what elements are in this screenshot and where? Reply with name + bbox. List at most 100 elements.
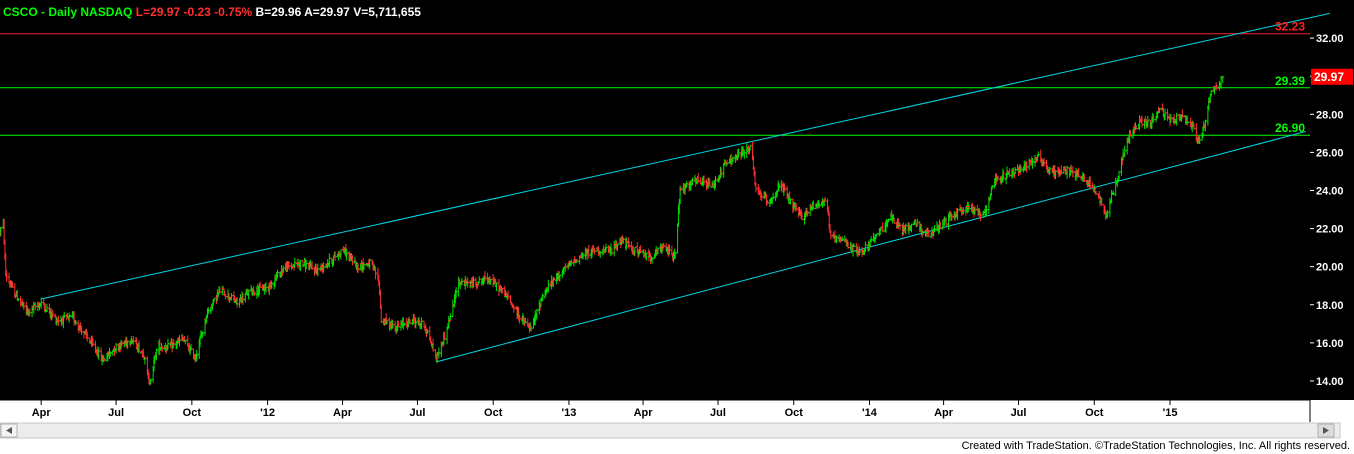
header-exchange: NASDAQ xyxy=(80,5,132,19)
ohlc-bar xyxy=(333,250,337,261)
scrollbar-track[interactable] xyxy=(0,422,1341,439)
time-tick-label: Oct xyxy=(1085,407,1104,419)
ohlc-bar xyxy=(166,338,170,350)
ohlc-bar xyxy=(1071,166,1075,178)
price-tick-label: 16.00 xyxy=(1316,338,1344,350)
ohlc-bar xyxy=(927,230,931,238)
ohlc-bar xyxy=(270,281,274,289)
ohlc-bar xyxy=(377,274,381,287)
plot-area xyxy=(0,0,1310,400)
ohlc-bar xyxy=(777,182,781,192)
ohlc-bar xyxy=(827,210,831,230)
time-axis-ticks: Apr Jul Oct '12 Apr Jul Oct '13 Apr Jul Oct '14 Apr J… xyxy=(32,400,1178,419)
ohlc-bar xyxy=(966,202,970,213)
ohlc-bar xyxy=(402,322,406,326)
ohlc-bar xyxy=(944,217,948,227)
price-axis-ticks: 14.00 16.00 18.00 20.00 22.00 24.00 26.00 28.00… xyxy=(1310,33,1344,388)
last-price-flag: 29.97 xyxy=(1311,68,1353,85)
header-readout: CSCO - Daily NASDAQ L=29.97 -0.23 -0.75%… xyxy=(3,5,421,19)
ohlc-bar xyxy=(702,175,706,185)
ohlc-bar xyxy=(604,243,608,252)
ohlc-bar xyxy=(794,203,798,212)
ohlc-bar xyxy=(956,208,960,221)
time-tick-label: Oct xyxy=(183,407,202,419)
time-tick-label: Oct xyxy=(785,407,804,419)
ohlc-bar xyxy=(569,259,573,266)
ohlc-bar xyxy=(339,249,343,260)
time-tick-label: '15 xyxy=(1163,407,1178,419)
ohlc-bar xyxy=(235,296,239,308)
ohlc-bar xyxy=(512,305,516,313)
header-interval: Daily xyxy=(48,5,77,19)
ohlc-bar xyxy=(68,314,72,318)
ohlc-bar xyxy=(771,192,775,200)
ohlc-bar xyxy=(1111,190,1115,196)
header-change: -0.23 xyxy=(183,5,211,19)
ohlc-bar xyxy=(881,222,885,233)
ohlc-bar xyxy=(621,237,625,243)
header-change-pct: -0.75% xyxy=(214,5,252,19)
ohlc-bar xyxy=(350,254,354,266)
ohlc-bar xyxy=(252,291,256,296)
ohlc-bar xyxy=(189,343,193,351)
ohlc-bar xyxy=(529,325,533,332)
last-price-label: 29.97 xyxy=(1314,70,1344,84)
ohlc-bar xyxy=(775,190,779,197)
ohlc-bar xyxy=(80,326,84,336)
ohlc-bar xyxy=(742,149,746,160)
ohlc-bar xyxy=(725,159,729,166)
ohlc-bar xyxy=(1129,130,1133,137)
ohlc-bar xyxy=(385,320,389,325)
time-tick-label: Apr xyxy=(32,407,52,419)
ohlc-bar xyxy=(1201,126,1205,138)
scroll-right-arrow-icon xyxy=(1323,427,1329,434)
ohlc-bar xyxy=(223,290,227,296)
ohlc-bar xyxy=(754,182,758,193)
time-tick-label: Apr xyxy=(634,407,654,419)
ohlc-bar xyxy=(379,304,383,324)
time-tick-label: Oct xyxy=(484,407,503,419)
ohlc-bar xyxy=(102,355,106,362)
ohlc-bar xyxy=(1175,112,1179,126)
ohlc-bar xyxy=(535,308,539,319)
ohlc-bar xyxy=(933,225,937,232)
price-tick-label: 18.00 xyxy=(1316,300,1344,312)
header-symbol: CSCO xyxy=(3,5,38,19)
ohlc-bar xyxy=(523,317,527,324)
price-tick-label: 28.00 xyxy=(1316,109,1344,121)
horizontal-scrollbar[interactable] xyxy=(0,422,1341,439)
ohlc-bar xyxy=(1093,187,1097,194)
ohlc-bar xyxy=(1002,170,1006,180)
scroll-left-arrow-icon xyxy=(6,427,12,434)
ohlc-bar xyxy=(1186,121,1190,124)
ohlc-bar xyxy=(310,261,314,271)
price-tick-label: 22.00 xyxy=(1316,224,1344,236)
price-tick-label: 26.00 xyxy=(1316,147,1344,159)
ohlc-bar xyxy=(650,257,654,264)
time-tick-label: Jul xyxy=(108,407,124,419)
ohlc-bar xyxy=(633,246,637,256)
ohlc-bar xyxy=(714,175,718,189)
ohlc-bar xyxy=(1042,157,1046,167)
ohlc-bar xyxy=(575,258,579,262)
ohlc-bar xyxy=(869,236,873,243)
ohlc-bar xyxy=(616,243,620,251)
ohlc-bar xyxy=(1059,165,1063,175)
ohlc-bar xyxy=(126,340,130,349)
ohlc-bar xyxy=(149,378,153,385)
ohlc-bar xyxy=(241,292,245,305)
time-tick-label: '12 xyxy=(260,407,275,419)
ohlc-bar xyxy=(1100,198,1104,207)
ohlc-bar xyxy=(356,263,360,273)
ohlc-bar xyxy=(546,279,550,293)
ohlc-bar xyxy=(471,275,475,288)
ohlc-bar xyxy=(541,293,545,302)
ohlc-bar xyxy=(708,178,712,187)
time-tick-label: Jul xyxy=(710,407,726,419)
ohlc-bar xyxy=(1133,122,1137,131)
ohlc-bar xyxy=(1215,84,1219,89)
ohlc-bar xyxy=(1117,170,1121,182)
support-level-label: 29.39 xyxy=(1275,74,1305,88)
ohlc-bar xyxy=(443,331,447,341)
